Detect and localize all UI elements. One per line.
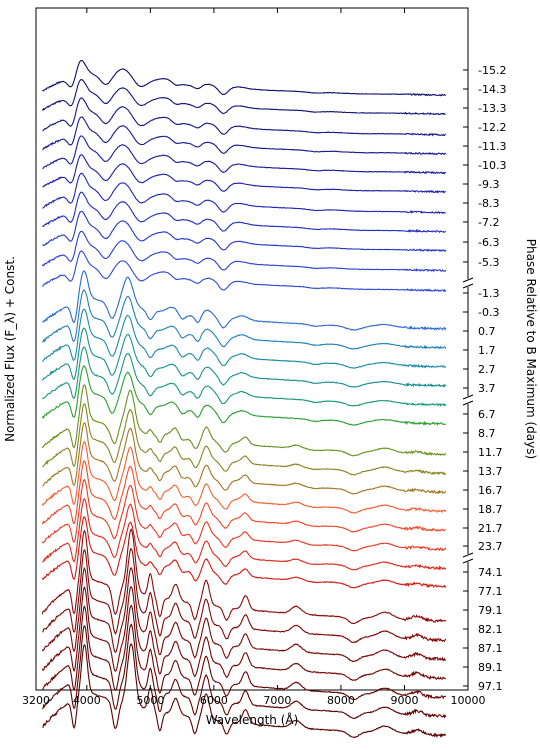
phase-label: 74.1 [478, 566, 503, 579]
spectrum-line [41, 79, 446, 116]
spectrum-line [41, 586, 446, 682]
spectrum-line [42, 497, 447, 571]
phase-label: 79.1 [478, 604, 503, 617]
x-axis-ticks: 3200 4000 5000 6000 7000 8000 9000 10000 [22, 8, 486, 707]
x-tick-label: 6000 [200, 694, 228, 707]
phase-label: 16.7 [478, 484, 503, 497]
spectrum-line [42, 623, 447, 720]
axis-break-mark [462, 552, 474, 558]
axis-break-gap [465, 554, 471, 562]
spectrum-line [42, 250, 447, 293]
spectrum-line [41, 516, 447, 589]
x-tick-label: 3200 [22, 694, 50, 707]
axis-break-mark [462, 400, 474, 406]
spectrum-line [42, 97, 446, 137]
spectrum-line [42, 154, 446, 194]
x-axis-title: Wavelength (Å) [206, 712, 299, 727]
spectrum-line [42, 346, 447, 407]
phase-label: 21.7 [478, 522, 503, 535]
x-tick-label: 5000 [136, 694, 164, 707]
spectrum-line [42, 548, 447, 644]
spectrum-line [41, 528, 447, 625]
phase-label: -11.3 [478, 140, 506, 153]
spectrum-line [42, 210, 447, 253]
spectrum-line [41, 566, 446, 663]
spectrum-line [42, 308, 447, 369]
y-axis-title: Normalized Flux (F_λ) + Const. [3, 256, 17, 442]
x-tick-label: 9000 [390, 694, 418, 707]
axis-break-mark [462, 283, 474, 289]
axis-break-marks [462, 277, 474, 564]
spectrum-line [42, 172, 446, 215]
phase-label: 2.7 [478, 363, 496, 376]
phase-label: 0.7 [478, 325, 496, 338]
axis-break-gap [465, 279, 471, 287]
spectrum-line [41, 478, 447, 552]
phase-label: -13.3 [478, 102, 506, 115]
phase-label: -1.3 [478, 287, 499, 300]
phase-label: -7.2 [478, 216, 499, 229]
phase-label: 13.7 [478, 465, 503, 478]
phase-label: 82.1 [478, 623, 503, 636]
phase-label: 87.1 [478, 642, 503, 655]
phase-label: 6.7 [478, 408, 496, 421]
phase-label: 8.7 [478, 427, 496, 440]
phase-axis-ticks: -15.2 -14.3 -13.3 -12.2 -11.3 -10.3 -9.3 -8.3 -7… [463, 64, 506, 693]
spectrum-line [42, 135, 446, 175]
x-tick-label: 4000 [73, 694, 101, 707]
phase-label: -0.3 [478, 306, 499, 319]
spectrum-line [41, 289, 447, 350]
x-tick-label: 10000 [451, 694, 486, 707]
axis-break-mark [462, 277, 474, 283]
spectra-series-group [41, 60, 447, 739]
phase-label: -14.3 [478, 83, 506, 96]
plot-frame [35, 7, 469, 691]
spectrum-line [41, 365, 446, 427]
spectrum-line [42, 604, 447, 701]
spectrum-line [41, 270, 447, 331]
phase-label: 3.7 [478, 382, 496, 395]
spectrum-line [41, 327, 447, 388]
spectrum-line [42, 60, 446, 97]
phase-label: -10.3 [478, 159, 506, 172]
right-axis-title: Phase Relative to B Maximum (days) [524, 239, 538, 459]
phase-label: 89.1 [478, 661, 503, 674]
spectrum-line [42, 422, 447, 495]
spectrum-line [42, 643, 447, 739]
phase-label: -8.3 [478, 197, 499, 210]
x-tick-label: 8000 [327, 694, 355, 707]
spectrum-line [41, 460, 446, 533]
phase-label: 11.7 [478, 446, 503, 459]
axis-break-mark [462, 394, 474, 400]
axis-break-mark [462, 558, 474, 564]
spectrum-line [41, 441, 447, 514]
spectrum-line [41, 230, 447, 273]
phase-label: -5.3 [478, 256, 499, 269]
phase-label: 18.7 [478, 503, 503, 516]
phase-label: 77.1 [478, 585, 503, 598]
phase-label: 23.7 [478, 540, 503, 553]
phase-label: -12.2 [478, 121, 506, 134]
phase-label: -15.2 [478, 64, 506, 77]
spectrum-line [42, 403, 447, 476]
spectrum-line [42, 191, 447, 234]
spectrum-line [42, 116, 447, 156]
axis-break-gap [465, 396, 471, 404]
spectrum-line [41, 384, 447, 457]
phase-label: 97.1 [478, 680, 503, 693]
phase-label: -6.3 [478, 236, 499, 249]
x-tick-label: 7000 [263, 694, 291, 707]
phase-label: -9.3 [478, 178, 499, 191]
phase-label: 1.7 [478, 344, 496, 357]
